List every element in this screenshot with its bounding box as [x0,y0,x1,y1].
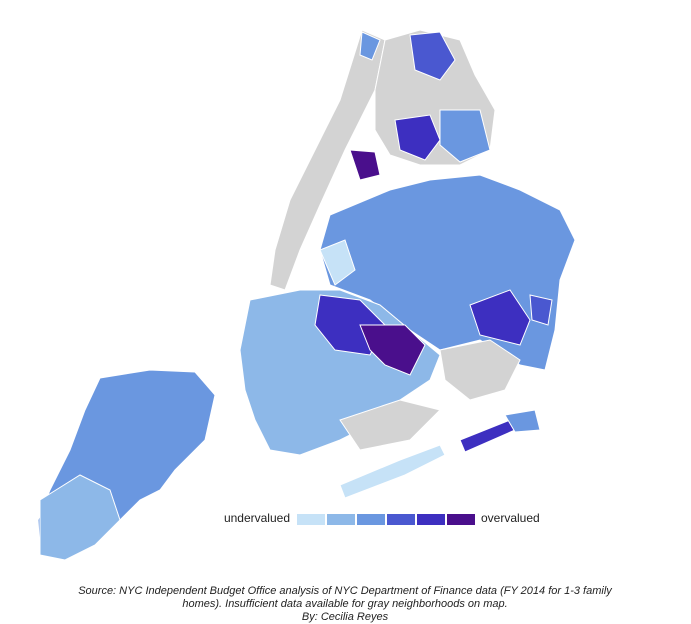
jfk [439,339,521,401]
legend-swatch [297,514,325,525]
legend-swatch [447,514,475,525]
legend-swatch [417,514,445,525]
queens-west [319,239,356,286]
source-line: homes). Insufficient data available for … [182,598,507,610]
brooklyn-south [339,399,441,451]
bronx-central [394,114,441,161]
legend: undervalued overvalued [224,511,540,525]
source-line: Source: NYC Independent Budget Office an… [78,585,613,597]
legend-swatch [387,514,415,525]
legend-swatch [357,514,385,525]
legend-high-label: overvalued [481,511,540,525]
bronx-south [349,149,381,181]
legend-swatch [327,514,355,525]
rockaway-end [504,409,541,433]
rockaway-west [339,444,446,499]
staten-island-south [39,474,121,561]
bronx-east [439,109,491,163]
source: Source: NYC Independent Budget Office an… [78,585,613,623]
legend-low-label: undervalued [224,511,290,525]
queens-east [469,289,531,346]
queens-far-east [529,294,553,326]
manhattan-upper [359,31,381,61]
rockaway-east [459,419,516,453]
byline: By: Cecilia Reyes [302,611,389,623]
bronx-north [409,31,456,81]
brooklyn-center [359,324,426,376]
